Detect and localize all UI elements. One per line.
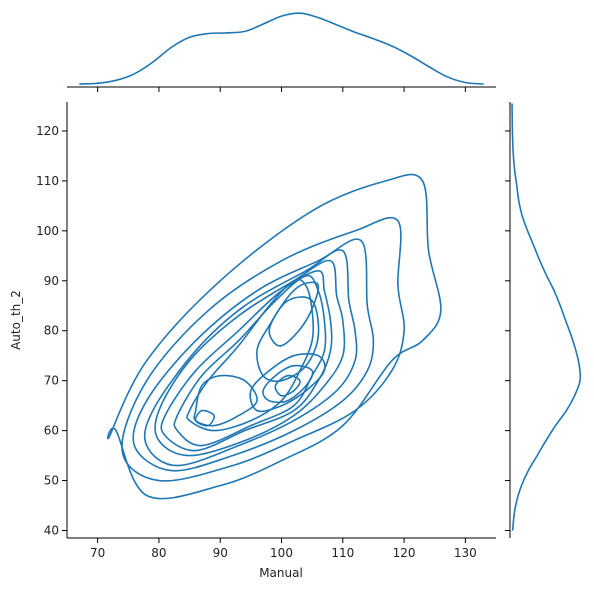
kde-contour-12: [249, 353, 326, 413]
x-tick-label-80: 80: [151, 546, 166, 560]
x-tick-label-100: 100: [270, 546, 293, 560]
y-tick-label-60: 60: [44, 424, 59, 438]
top-marginal-ticks: [97, 87, 466, 92]
x-tick-label-110: 110: [331, 546, 354, 560]
kde-contour-15: [194, 409, 216, 427]
kde-contour-2: [121, 216, 405, 482]
kde-contour-11: [268, 281, 320, 347]
x-tick-label-120: 120: [393, 546, 416, 560]
y-tick-label-100: 100: [36, 224, 59, 238]
top-marginal-kde-curve: [79, 12, 484, 85]
x-axis-title: Manual: [259, 566, 303, 580]
x-tick-label-130: 130: [454, 546, 477, 560]
kde-contours: [107, 173, 442, 500]
right-marginal-ticks: [505, 130, 510, 532]
kde-contour-3: [132, 238, 375, 472]
y-tick-label-120: 120: [36, 124, 59, 138]
y-tick-label-90: 90: [44, 274, 59, 288]
kde-contour-6: [160, 270, 333, 452]
right-marginal-kde-curve: [511, 103, 582, 531]
y-axis-ticks: 40 50 60 70 80 90 100 110 120: [36, 124, 67, 538]
x-tick-label-90: 90: [213, 546, 228, 560]
x-axis-ticks: 70 80 90 100 110 120 130: [90, 538, 477, 560]
y-tick-label-50: 50: [44, 474, 59, 488]
y-tick-label-70: 70: [44, 374, 59, 388]
y-tick-label-40: 40: [44, 524, 59, 538]
kde-contour-5: [154, 259, 346, 457]
kde-contour-13: [262, 364, 314, 404]
kde-contour-4: [143, 249, 358, 467]
joint-plot-area: 70 80 90 100 110 120 130 40 50 60 70 80 90 100 110 120…: [9, 102, 496, 580]
kde-contour-9: [193, 374, 258, 427]
y-tick-label-110: 110: [36, 174, 59, 188]
right-marginal-plot: [505, 102, 582, 538]
kde-contour-7: [173, 274, 327, 447]
y-tick-label-80: 80: [44, 324, 59, 338]
y-axis-title: Auto_th_2: [9, 290, 23, 350]
kde-contour-10: [256, 296, 320, 383]
top-marginal-plot: [67, 12, 496, 92]
x-tick-label-70: 70: [90, 546, 105, 560]
kde-contour-14: [274, 374, 301, 397]
kde-contour-1: [107, 173, 442, 500]
